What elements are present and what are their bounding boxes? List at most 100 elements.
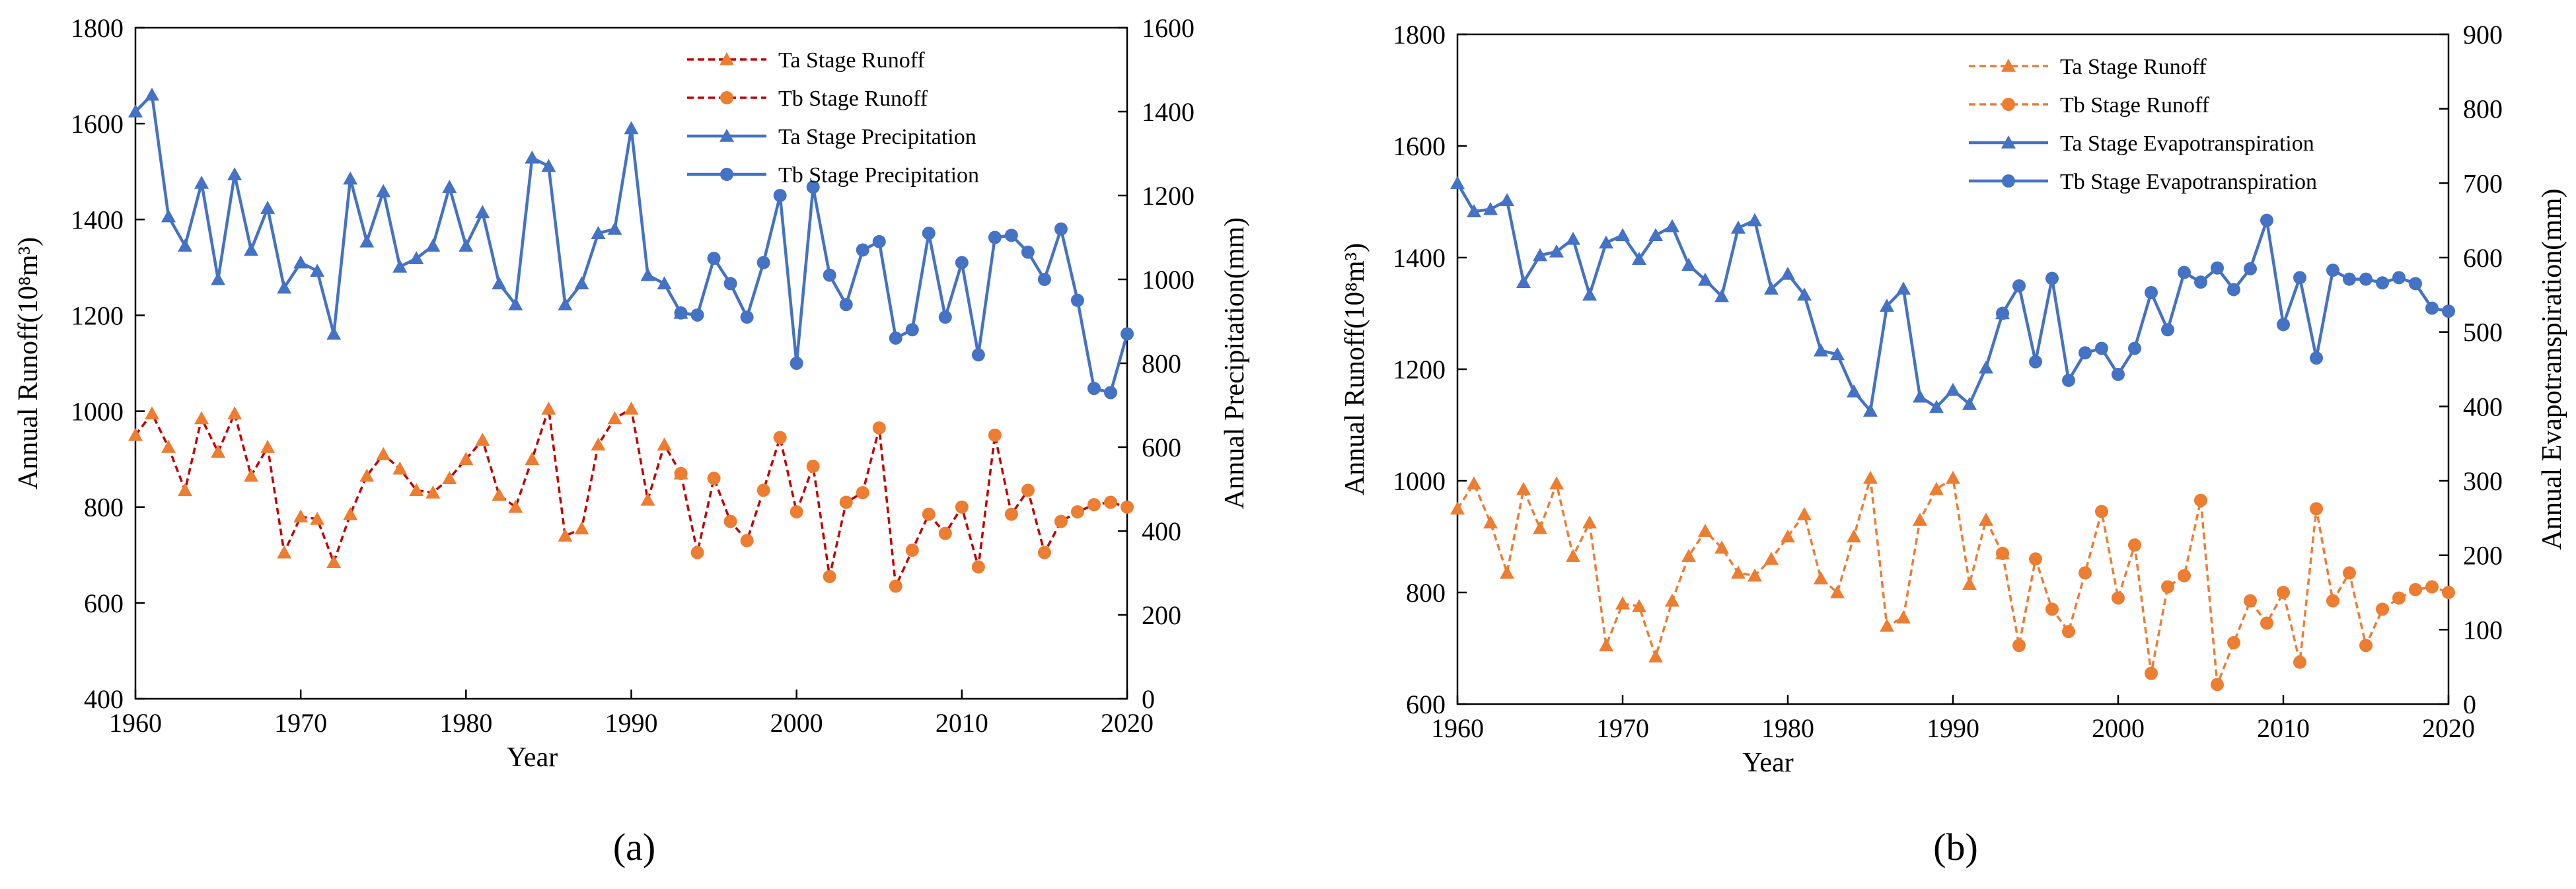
legend-label: Tb Stage Evapotranspiration (2060, 170, 2317, 194)
data-point-triangle (244, 468, 259, 482)
y-right-tick-label: 200 (1142, 600, 1181, 630)
data-point-circle (690, 308, 704, 322)
data-point-triangle (1830, 347, 1845, 361)
y-right-tick-label: 500 (2463, 318, 2503, 347)
data-point-circle (872, 234, 886, 248)
series-line (1456, 477, 2004, 658)
data-point-triangle (145, 87, 160, 101)
panel-label: (a) (613, 826, 655, 869)
legend-label: Ta Stage Evapotranspiration (2060, 131, 2314, 156)
y-left-tick-label: 1400 (71, 205, 124, 234)
data-point-circle (2161, 323, 2174, 337)
y-right-tick-label: 800 (2463, 94, 2503, 124)
data-point-triangle (1748, 213, 1762, 227)
data-point-circle (2145, 285, 2158, 299)
data-point-triangle (178, 483, 193, 497)
data-point-circle (905, 323, 919, 337)
x-tick-label: 2010 (2257, 713, 2310, 743)
data-point-circle (2376, 602, 2389, 616)
data-point-circle (1021, 483, 1035, 497)
y-left-tick-label: 800 (1406, 578, 1446, 608)
data-point-triangle (1714, 289, 1729, 302)
y-right-tick-label: 800 (1142, 349, 1181, 378)
data-point-triangle (1566, 549, 1580, 562)
data-point-triangle (1582, 515, 1597, 529)
data-point-triangle (1483, 515, 1498, 529)
data-point-circle (823, 569, 836, 583)
series-1 (128, 401, 688, 568)
data-point-triangle (1632, 252, 1646, 266)
legend-label: Tb Stage Runoff (2060, 93, 2210, 118)
legend: Ta Stage Runoff Tb Stage Runoff Ta Stage E… (1969, 55, 2317, 194)
data-point-circle (723, 515, 737, 528)
legend-label: Ta Stage Precipitation (778, 125, 976, 149)
data-point-circle (839, 495, 853, 509)
data-point-circle (756, 256, 770, 269)
data-point-triangle (475, 433, 490, 446)
data-point-triangle (591, 226, 606, 239)
data-point-triangle (492, 487, 507, 501)
data-point-triangle (1599, 235, 1613, 249)
y-right-tick-label: 0 (2463, 690, 2476, 719)
data-point-triangle (1615, 228, 1630, 241)
x-tick-label: 1970 (1596, 713, 1649, 743)
data-point-circle (2310, 502, 2323, 516)
data-point-triangle (508, 499, 523, 513)
legend-item: Tb Stage Runoff (1969, 93, 2210, 118)
data-point-triangle (1847, 529, 1861, 543)
data-point-triangle (1830, 585, 1845, 598)
x-axis-label: Year (1742, 748, 1793, 778)
data-point-triangle (277, 545, 292, 559)
legend-item: Ta Stage Precipitation (687, 125, 976, 149)
y-left-tick-label: 1400 (1393, 243, 1446, 273)
data-point-triangle (161, 440, 176, 453)
data-point-triangle (194, 175, 209, 189)
data-point-triangle (657, 437, 672, 451)
data-point-triangle (574, 521, 589, 535)
data-point-triangle (2001, 59, 2016, 72)
x-tick-label: 1970 (274, 708, 327, 738)
x-tick-label: 2000 (770, 708, 823, 738)
data-point-circle (971, 560, 985, 574)
data-point-circle (1121, 327, 1134, 341)
data-point-circle (839, 298, 853, 312)
series-line (1456, 182, 2005, 413)
data-point-circle (955, 256, 969, 269)
data-point-circle (2227, 636, 2240, 650)
y-left-tick-label: 1200 (1393, 355, 1446, 384)
data-point-circle (2442, 304, 2455, 318)
legend-label: Tb Stage Precipitation (778, 163, 979, 188)
data-point-circle (1070, 505, 1084, 518)
data-point-triangle (1781, 266, 1795, 280)
data-point-triangle (1797, 287, 1812, 301)
data-point-circle (2079, 566, 2092, 580)
data-point-triangle (293, 255, 309, 269)
y-right-tick-label: 1000 (1142, 265, 1195, 295)
data-point-triangle (558, 528, 573, 542)
y-left-tick-label: 600 (1406, 690, 1446, 719)
data-point-triangle (624, 121, 639, 135)
data-point-circle (790, 357, 803, 370)
data-point-triangle (1946, 382, 1960, 396)
data-point-circle (988, 231, 1002, 244)
data-point-circle (2062, 625, 2075, 639)
legend: Ta Stage Runoff Tb Stage Runoff Ta Stage P… (687, 48, 979, 188)
data-point-triangle (1648, 649, 1663, 662)
data-point-circle (756, 483, 770, 497)
data-point-triangle (1814, 343, 1828, 357)
y-left-axis-label: Annual Runoff(10⁸m³) (1340, 243, 1370, 495)
data-point-triangle (1913, 389, 1927, 403)
data-point-circle (922, 227, 936, 240)
data-point-circle (1121, 500, 1134, 514)
data-point-triangle (145, 406, 160, 419)
data-point-triangle (1962, 577, 1977, 590)
data-point-circle (2112, 591, 2125, 605)
data-point-triangle (574, 276, 589, 290)
data-point-triangle (128, 104, 143, 118)
data-point-circle (2260, 616, 2273, 630)
data-point-triangle (442, 180, 457, 194)
data-point-triangle (541, 159, 556, 172)
data-point-triangle (1500, 565, 1514, 579)
data-point-triangle (459, 238, 474, 252)
